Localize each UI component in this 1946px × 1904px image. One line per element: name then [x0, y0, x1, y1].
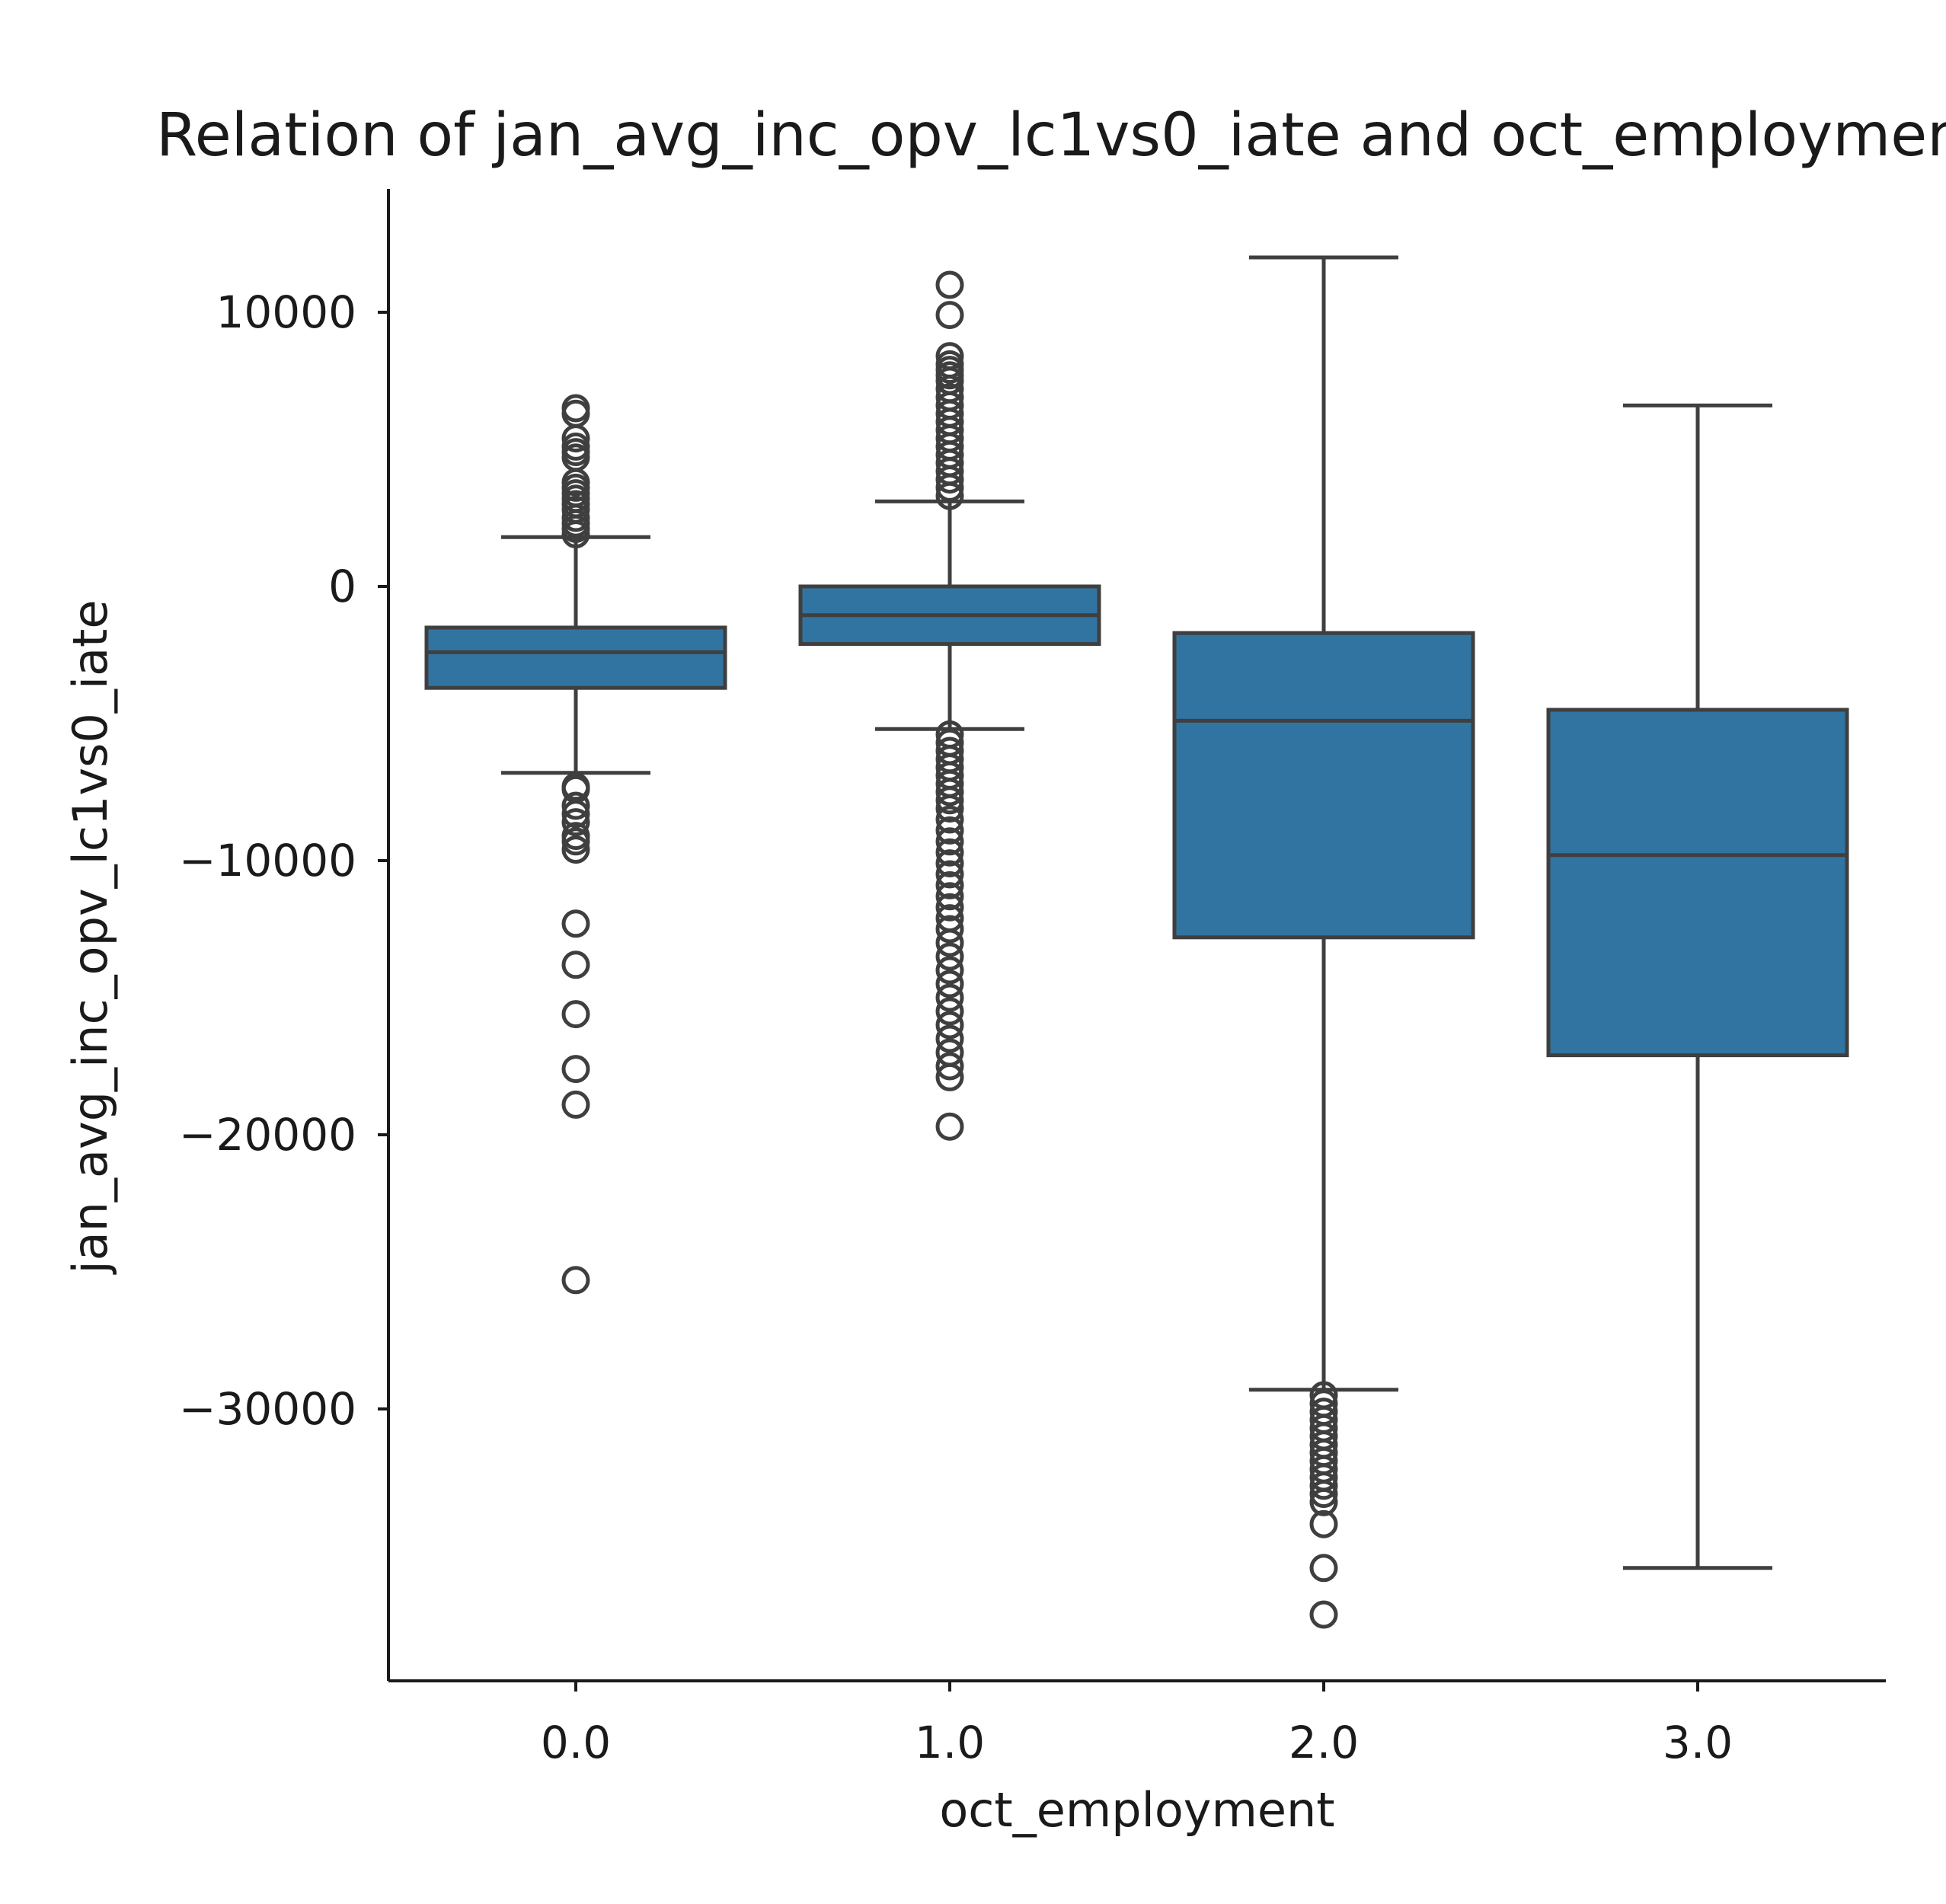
- outlier-point: [561, 800, 590, 829]
- x-tick-label: 0.0: [541, 1717, 611, 1768]
- outlier-point: [935, 481, 964, 510]
- box-group-1.0: [798, 270, 1101, 1141]
- outlier-point: [935, 794, 964, 823]
- box-group-2.0: [1172, 255, 1475, 1629]
- outlier-point: [935, 882, 964, 911]
- outlier-point: [935, 786, 964, 815]
- y-tick-label: 0: [328, 561, 356, 612]
- outlier-point: [561, 835, 590, 864]
- outlier-point: [561, 1266, 590, 1295]
- x-tick-label: 3.0: [1663, 1717, 1733, 1768]
- outlier-point: [561, 827, 590, 856]
- outlier-point: [561, 950, 590, 979]
- outlier-point: [935, 1011, 964, 1040]
- outlier-point: [935, 928, 964, 957]
- outlier-point: [935, 465, 964, 494]
- outlier-point: [935, 893, 964, 922]
- outlier-point: [1309, 1487, 1338, 1516]
- chart-title: Relation of jan_avg_inc_opv_lc1vs0_iate …: [156, 101, 1946, 170]
- outlier-point: [561, 1090, 590, 1119]
- outlier-point: [935, 1112, 964, 1141]
- outlier-point: [935, 270, 964, 299]
- box-iqr: [424, 625, 727, 690]
- outlier-point: [561, 791, 590, 820]
- box-group-3.0: [1546, 403, 1849, 1570]
- outlier-point: [935, 849, 964, 878]
- outlier-point: [935, 860, 964, 889]
- outlier-point: [935, 1024, 964, 1053]
- box-iqr: [1546, 708, 1849, 1058]
- outlier-point: [935, 827, 964, 856]
- x-tick-label: 2.0: [1289, 1717, 1359, 1768]
- outlier-point: [935, 1052, 964, 1081]
- outlier-point: [935, 838, 964, 867]
- outlier-point: [935, 871, 964, 899]
- outlier-point: [561, 520, 590, 549]
- outlier-point: [561, 1000, 590, 1029]
- x-tick-label: 1.0: [915, 1717, 985, 1768]
- outlier-point: [935, 778, 964, 807]
- box-iqr: [1172, 631, 1475, 940]
- outlier-point: [1309, 1509, 1338, 1538]
- outlier-point: [1309, 1600, 1338, 1629]
- outlier-point: [935, 942, 964, 971]
- y-tick-label: −20000: [179, 1109, 356, 1161]
- y-tick-label: −30000: [179, 1383, 356, 1435]
- y-tick-label: 10000: [216, 286, 356, 338]
- outlier-point: [935, 915, 964, 944]
- outlier-point: [1309, 1480, 1338, 1509]
- outlier-point: [935, 970, 964, 998]
- outlier-point: [561, 808, 590, 837]
- outlier-point: [935, 473, 964, 502]
- outlier-point: [1309, 1471, 1338, 1500]
- outlier-point: [1309, 1554, 1338, 1583]
- outlier-point: [935, 997, 964, 1026]
- outlier-point: [935, 301, 964, 330]
- outlier-point: [935, 816, 964, 845]
- outlier-point: [561, 424, 590, 453]
- y-axis-label: jan_avg_inc_opv_lc1vs0_iate: [62, 599, 118, 1275]
- box-group-0.0: [424, 394, 727, 1295]
- outlier-point: [935, 983, 964, 1012]
- outlier-point: [561, 1055, 590, 1084]
- outlier-point: [561, 909, 590, 938]
- y-tick-label: −10000: [179, 835, 356, 887]
- outlier-point: [935, 805, 964, 834]
- outlier-point: [935, 1062, 964, 1091]
- x-axis-label: oct_employment: [939, 1782, 1334, 1838]
- outlier-point: [935, 956, 964, 985]
